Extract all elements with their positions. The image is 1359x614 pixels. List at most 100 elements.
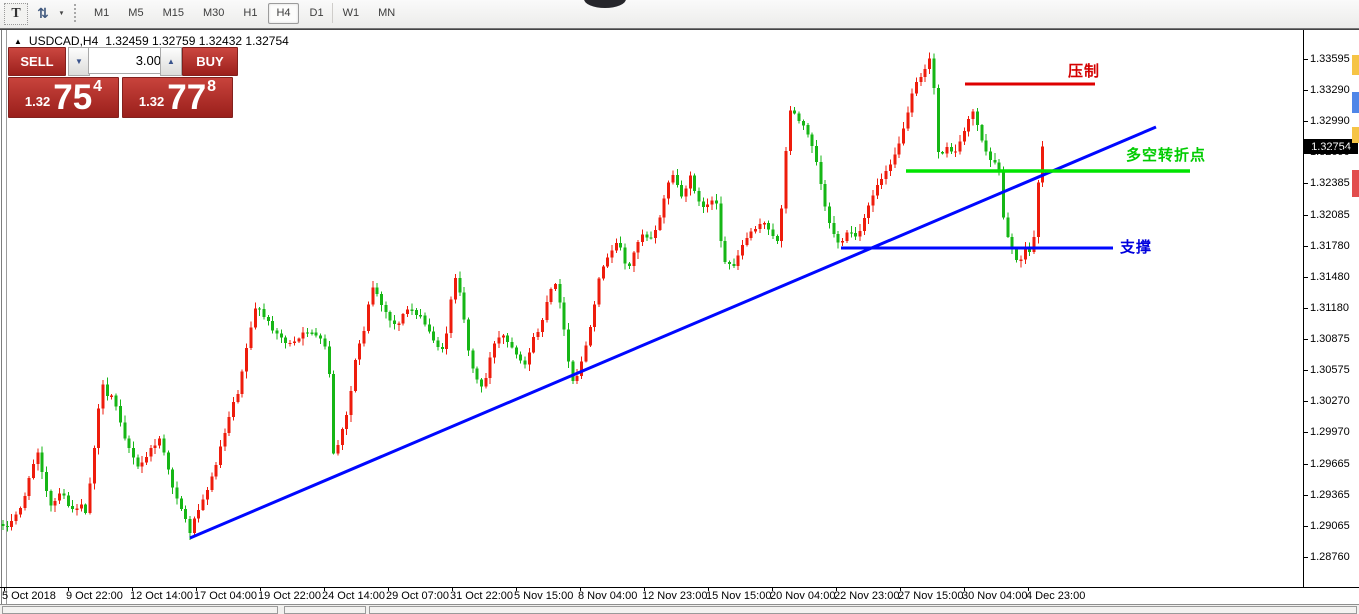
price-axis-label: 1.28760 — [1310, 550, 1350, 563]
price-axis-label: 1.29065 — [1310, 519, 1350, 532]
price-axis-label: 1.29665 — [1310, 457, 1350, 470]
buy-price-button[interactable]: 1.32 77 8 — [122, 77, 233, 118]
time-axis-tick — [964, 587, 965, 591]
time-axis-label: 15 Nov 15:00 — [706, 590, 772, 602]
price-axis-tick — [1303, 307, 1308, 309]
sell-price-big: 75 — [53, 78, 93, 118]
time-axis-label: 22 Nov 23:00 — [834, 590, 900, 602]
time-axis-border — [0, 587, 1359, 588]
timeframe-button-d1[interactable]: D1 — [309, 7, 324, 19]
screen-edge-artifact — [1352, 127, 1359, 143]
price-axis-label: 1.32085 — [1310, 208, 1350, 221]
time-axis-label: 31 Oct 22:00 — [450, 590, 513, 602]
buy-price-pip: 8 — [207, 78, 217, 95]
price-axis-tick — [1303, 494, 1308, 496]
time-axis-label: 19 Oct 22:00 — [258, 590, 321, 602]
time-axis-tick — [900, 587, 901, 591]
screen-edge-artifact — [1352, 170, 1359, 197]
time-axis-label: 12 Nov 23:00 — [642, 590, 708, 602]
time-axis-tick — [452, 587, 453, 591]
price-axis-tick — [1303, 556, 1308, 558]
time-axis-label: 9 Oct 22:00 — [66, 590, 123, 602]
timeframe-button-m5[interactable]: M5 — [128, 7, 144, 19]
price-axis-label: 1.30270 — [1310, 395, 1350, 408]
timeframe-button-m1[interactable]: M1 — [94, 7, 110, 19]
timeframe-button-m15[interactable]: M15 — [162, 7, 184, 19]
sell-price-button[interactable]: 1.32 75 4 — [8, 77, 119, 118]
timeframe-button-w1[interactable]: W1 — [342, 7, 360, 19]
support-annotation[interactable]: 支撑 — [1120, 239, 1153, 256]
price-axis-tick — [1303, 59, 1308, 60]
quote-line: ▲ USDCAD,H4 1.32459 1.32759 1.32432 1.32… — [14, 34, 289, 48]
price-axis-tick — [1303, 152, 1308, 154]
price-axis-label: 1.31180 — [1310, 301, 1349, 314]
time-axis-tick — [516, 587, 517, 591]
price-axis-tick — [1303, 370, 1308, 372]
price-axis-label: 1.30575 — [1310, 364, 1350, 377]
candlestick-chart[interactable] — [0, 30, 1359, 613]
price-axis-tick — [1303, 214, 1308, 216]
price-axis-label: 1.31480 — [1310, 270, 1350, 283]
camera-notch — [584, 0, 626, 8]
screen-edge-artifact — [1352, 92, 1359, 113]
time-axis-label: 5 Oct 2018 — [2, 590, 56, 602]
triangle-up-icon: ▲ — [167, 57, 175, 66]
timeframe-button-m30[interactable]: M30 — [202, 7, 225, 19]
window-edge-line — [1, 30, 2, 604]
timeframe-button-mn[interactable]: MN — [378, 7, 396, 19]
pivot-annotation[interactable]: 多空转折点 — [1126, 147, 1207, 164]
volume-increase-button[interactable]: ▲ — [160, 47, 182, 76]
ascending-trendline[interactable] — [189, 125, 1157, 540]
resistance-annotation[interactable]: 压制 — [1068, 63, 1101, 80]
price-axis-tick — [1303, 183, 1308, 185]
price-axis-tick — [1303, 339, 1308, 341]
cursor-tools-dropdown[interactable]: ▼ — [55, 3, 67, 23]
price-axis-label: 1.32690 — [1310, 146, 1350, 159]
time-axis-tick — [708, 587, 709, 591]
price-axis-label: 1.30875 — [1310, 333, 1350, 346]
time-axis-label: 17 Oct 04:00 — [194, 590, 257, 602]
triangle-down-icon: ▼ — [75, 57, 83, 66]
time-axis-tick — [68, 587, 69, 591]
timeframe-button-h4[interactable]: H4 — [268, 3, 299, 24]
price-axis-tick — [1303, 90, 1308, 92]
toolbar: T ⇅ ▼ M1 M5 M15 M30 H1 H4 D1 W1 MN — [0, 0, 1359, 29]
quote-ohlc: 1.32459 1.32759 1.32432 1.32754 — [105, 34, 289, 48]
time-axis-label: 20 Nov 04:00 — [770, 590, 836, 602]
price-axis-label: 1.33290 — [1310, 84, 1350, 97]
price-axis-tick — [1303, 401, 1308, 403]
toolbar-separator — [332, 3, 333, 23]
time-axis-tick — [196, 587, 197, 591]
text-tool-button[interactable]: T — [4, 3, 28, 25]
time-axis-tick — [580, 587, 581, 591]
current-price-tag: 1.32754 — [1304, 139, 1358, 154]
time-axis-tick — [1028, 587, 1029, 591]
time-axis-tick — [772, 587, 773, 591]
screen-edge-artifact — [1352, 55, 1359, 75]
volume-input[interactable]: 3.00 — [88, 47, 168, 74]
chevron-down-icon: ▼ — [57, 9, 65, 17]
cursor-tools-button[interactable]: ⇅ — [32, 3, 54, 23]
toolbar-grip[interactable] — [74, 4, 79, 22]
price-axis-label: 1.31780 — [1310, 239, 1350, 252]
time-axis-label: 30 Nov 04:00 — [962, 590, 1028, 602]
timeframe-button-h1[interactable]: H1 — [243, 7, 258, 19]
cursor-arrows-icon: ⇅ — [37, 4, 49, 21]
time-axis-tick — [4, 587, 5, 591]
quote-arrow-icon: ▲ — [14, 36, 22, 46]
price-axis-tick — [1303, 121, 1308, 123]
sell-button[interactable]: SELL — [8, 47, 66, 76]
chart-region[interactable]: ▲ USDCAD,H4 1.32459 1.32759 1.32432 1.32… — [0, 30, 1359, 613]
time-axis-label: 24 Oct 14:00 — [322, 590, 385, 602]
price-axis-label: 1.33595 — [1310, 53, 1350, 65]
buy-price-base: 1.32 — [138, 94, 165, 109]
window-border — [0, 28, 1359, 30]
timeframe-bar: M1 M5 M15 M30 H1 H4 D1 W1 MN — [86, 3, 406, 24]
time-axis-label: 27 Nov 15:00 — [898, 590, 964, 602]
buy-button[interactable]: BUY — [182, 47, 238, 76]
sell-price-base: 1.32 — [24, 94, 51, 109]
price-axis-label: 1.29970 — [1310, 426, 1350, 439]
volume-decrease-button[interactable]: ▼ — [68, 47, 90, 76]
time-axis-label: 5 Nov 15:00 — [514, 590, 574, 602]
time-axis-label: 12 Oct 14:00 — [130, 590, 193, 602]
